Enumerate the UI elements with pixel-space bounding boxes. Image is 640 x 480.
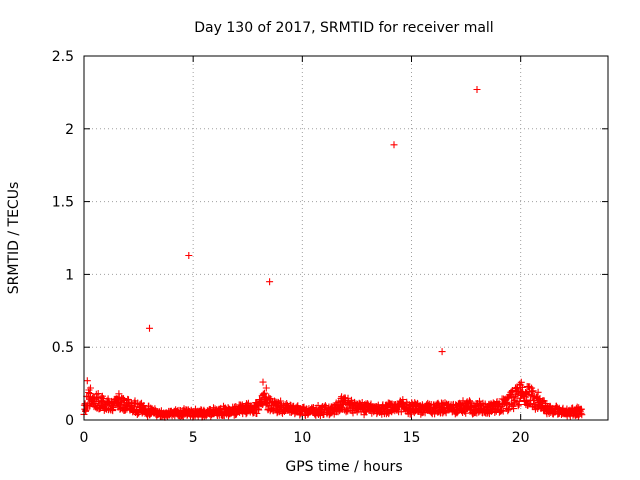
outlier-point [473, 86, 481, 93]
baseline-point [431, 410, 439, 418]
x-tick-label: 20 [512, 430, 530, 446]
spike-point [262, 384, 270, 392]
spike-point [83, 377, 91, 385]
spike-point [115, 390, 123, 398]
spike-point [517, 381, 525, 389]
baseline-point [94, 390, 102, 397]
outlier-point [185, 252, 193, 259]
chart-title: Day 130 of 2017, SRMTID for receiver mal… [194, 20, 493, 36]
plot-frame [83, 55, 609, 421]
x-tick-label: 0 [80, 430, 89, 446]
baseline-point [504, 407, 512, 415]
y-tick-label: 1 [65, 267, 74, 283]
y-tick-label: 2.5 [52, 49, 74, 65]
y-tick-label: 0.5 [52, 340, 74, 356]
y-tick-label: 2 [65, 122, 74, 138]
axis-ticks: 0 0.5 1 1.5 2 2.5 0 5 10 15 20 [52, 49, 608, 446]
baseline-point [578, 411, 586, 419]
spike-point [539, 397, 546, 405]
x-tick-label: 10 [293, 430, 311, 446]
x-tick-label: 15 [403, 430, 421, 446]
y-tick-label: 0 [65, 413, 74, 429]
baseline-point [466, 398, 474, 406]
spike-point [534, 388, 542, 396]
baseline-point [529, 387, 537, 395]
baseline-point [397, 408, 405, 416]
outlier-point [146, 324, 153, 332]
spike-point [523, 383, 531, 390]
baseline-point [527, 391, 535, 399]
baseline-point [521, 397, 529, 405]
outlier-point [266, 278, 274, 286]
spike-point [399, 396, 407, 404]
outlier-point [438, 348, 446, 356]
baseline-point [277, 397, 285, 405]
baseline-point [514, 402, 522, 410]
baseline-point [505, 406, 513, 413]
grid-lines [84, 56, 608, 420]
x-tick-label: 5 [189, 430, 198, 446]
x-axis-label: GPS time / hours [285, 459, 402, 475]
outlier-point [390, 141, 398, 149]
data-points [80, 86, 586, 421]
spike-point [259, 378, 267, 386]
spike-point [87, 384, 94, 392]
baseline-point [528, 388, 536, 396]
baseline-point [466, 397, 473, 405]
baseline-point [510, 405, 518, 413]
y-tick-label: 1.5 [52, 195, 74, 211]
baseline-point [498, 406, 506, 414]
baseline-point [524, 391, 532, 399]
spike-point [338, 393, 346, 401]
y-axis-label: SRMTID / TECUs [6, 182, 22, 295]
